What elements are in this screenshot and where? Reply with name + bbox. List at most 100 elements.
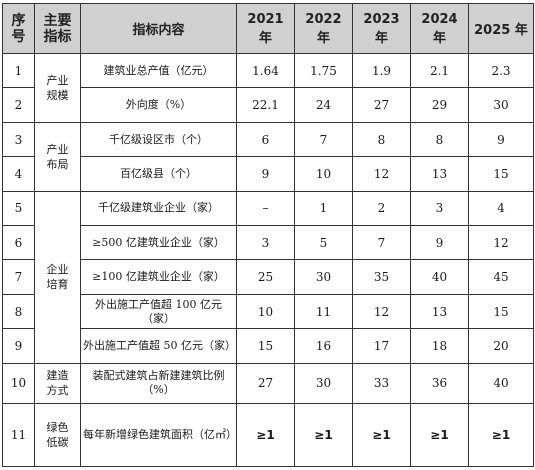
value-cell: 40: [410, 259, 469, 295]
value-cell: ≥1: [236, 403, 295, 467]
indicator-cell: 外出施工产值超 50 亿元（家）: [80, 328, 237, 364]
row-number: 6: [2, 225, 35, 261]
value-cell: 3: [236, 225, 295, 261]
row-number: 3: [2, 121, 35, 158]
indicator-cell: 千亿级建筑业企业（家）: [80, 190, 237, 227]
value-cell: ≥1: [410, 403, 469, 467]
value-cell: 7: [352, 225, 411, 261]
category-cell: 绿色 低碳: [34, 403, 81, 467]
value-cell: 8: [410, 121, 469, 158]
indicator-cell: 装配式建筑占新建建筑比例（%）: [80, 362, 237, 405]
header-year-2023: 2023 年: [352, 3, 411, 54]
row-number: 1: [2, 52, 35, 89]
header-category: 主要 指标: [34, 3, 81, 54]
indicator-cell: 千亿级设区市（个）: [80, 121, 237, 158]
value-cell: 20: [468, 328, 534, 364]
value-cell: ≥1: [468, 403, 534, 467]
value-cell: 45: [468, 259, 534, 295]
category-cell: 产业 布局: [34, 121, 81, 192]
category-cell: 建造 方式: [34, 362, 81, 405]
value-cell: 35: [352, 259, 411, 295]
value-cell: 30: [294, 259, 353, 295]
table-row: 3 产业 布局 千亿级设区市（个） 6 7 8 8 9: [2, 121, 534, 192]
value-cell: 40: [468, 362, 534, 405]
value-cell: 22.1: [236, 87, 295, 123]
value-cell: 12: [468, 225, 534, 261]
table-row: 10 建造 方式 装配式建筑占新建建筑比例（%） 27 30 33 36 40: [2, 362, 534, 405]
table-row: 9 外出施工产值超 50 亿元（家） 15 16 17 18 20: [2, 328, 534, 364]
value-cell: 3: [410, 190, 469, 227]
table-row: 4 百亿级县（个） 9 10 12 13 15: [2, 156, 534, 192]
value-cell: 6: [236, 121, 295, 158]
table-row: 5 企业 培育 千亿级建筑业企业（家） – 1 2 3 4: [2, 190, 534, 364]
value-cell: 13: [410, 293, 469, 330]
value-cell: 12: [352, 156, 411, 192]
value-cell: 30: [468, 87, 534, 123]
row-number: 4: [2, 156, 35, 192]
value-cell: 15: [468, 293, 534, 330]
indicator-cell: 外出施工产值超 100 亿元（家）: [80, 293, 237, 330]
value-cell: 25: [236, 259, 295, 295]
value-cell: 1: [294, 190, 353, 227]
value-cell: 7: [294, 121, 353, 158]
value-cell: 27: [236, 362, 295, 405]
value-cell: 16: [294, 328, 353, 364]
header-row: 序 号 主要 指标 指标内容 2021 年 2022 年 2023 年 2024…: [2, 3, 534, 54]
header-indicator: 指标内容: [80, 3, 237, 54]
value-cell: 1.75: [294, 52, 353, 89]
header-year-2022: 2022 年: [294, 3, 353, 54]
value-cell: 9: [410, 225, 469, 261]
header-year-2024: 2024 年: [410, 3, 469, 54]
row-number: 9: [2, 328, 35, 364]
value-cell: 29: [410, 87, 469, 123]
indicator-cell: ≥100 亿建筑业企业（家）: [80, 259, 237, 295]
value-cell: 1.9: [352, 52, 411, 89]
row-number: 5: [2, 190, 35, 227]
indicator-table: 序 号 主要 指标 指标内容 2021 年 2022 年 2023 年 2024…: [2, 3, 534, 467]
table-row: 1 产业 规模 建筑业总产值（亿元） 1.64 1.75 1.9 2.1 2.3: [2, 52, 534, 123]
value-cell: 9: [236, 156, 295, 192]
table-row: 7 ≥100 亿建筑业企业（家） 25 30 35 40 45: [2, 259, 534, 295]
value-cell: 11: [294, 293, 353, 330]
header-year-2021: 2021 年: [236, 3, 295, 54]
indicator-cell: 外向度（%）: [80, 87, 237, 123]
row-number: 8: [2, 293, 35, 330]
indicator-cell: 百亿级县（个）: [80, 156, 237, 192]
row-number: 11: [2, 403, 35, 467]
value-cell: 27: [352, 87, 411, 123]
row-number: 2: [2, 87, 35, 123]
value-cell: 17: [352, 328, 411, 364]
table-row: 2 外向度（%） 22.1 24 27 29 30: [2, 87, 534, 123]
row-number: 10: [2, 362, 35, 405]
value-cell: 1.64: [236, 52, 295, 89]
value-cell: 15: [468, 156, 534, 192]
value-cell: 33: [352, 362, 411, 405]
value-cell: 8: [352, 121, 411, 158]
table-row: 8 外出施工产值超 100 亿元（家） 10 11 12 13 15: [2, 293, 534, 330]
value-cell: 5: [294, 225, 353, 261]
value-cell: 24: [294, 87, 353, 123]
value-cell: 12: [352, 293, 411, 330]
header-year-2025: 2025 年: [468, 3, 534, 54]
table-row: 6 ≥500 亿建筑业企业（家） 3 5 7 9 12: [2, 225, 534, 261]
indicator-cell: ≥500 亿建筑业企业（家）: [80, 225, 237, 261]
category-cell: 企业 培育: [34, 190, 81, 364]
row-number: 7: [2, 259, 35, 295]
value-cell: 9: [468, 121, 534, 158]
value-cell: 15: [236, 328, 295, 364]
value-cell: 18: [410, 328, 469, 364]
value-cell: ≥1: [352, 403, 411, 467]
value-cell: 10: [294, 156, 353, 192]
category-cell: 产业 规模: [34, 53, 81, 123]
value-cell: 2: [352, 190, 411, 227]
indicator-cell: 建筑业总产值（亿元）: [80, 52, 237, 89]
table-row: 11 绿色 低碳 每年新增绿色建筑面积（亿㎡） ≥1 ≥1 ≥1 ≥1 ≥1: [2, 403, 534, 467]
value-cell: 13: [410, 156, 469, 192]
value-cell: ≥1: [294, 403, 353, 467]
value-cell: 36: [410, 362, 469, 405]
value-cell: 2.1: [410, 52, 469, 89]
value-cell: –: [236, 190, 295, 227]
value-cell: 2.3: [468, 52, 534, 89]
value-cell: 10: [236, 293, 295, 330]
indicator-cell: 每年新增绿色建筑面积（亿㎡）: [80, 403, 237, 467]
